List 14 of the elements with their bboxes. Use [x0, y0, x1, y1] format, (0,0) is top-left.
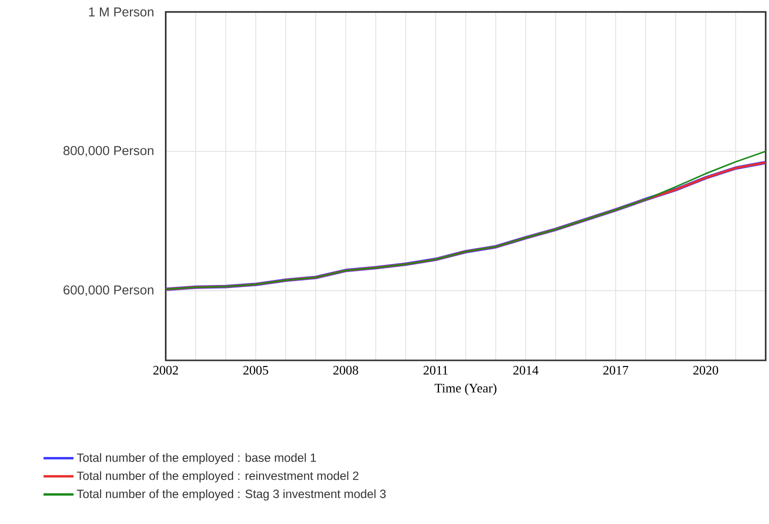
x-axis-title: Time (Year) [434, 383, 496, 396]
legend-label: Total number of the employed : reinvestment model 2 [76, 471, 358, 482]
x-tick-label: 2008 [333, 366, 358, 375]
x-tick-label: 2014 [513, 366, 538, 375]
x-tick-label: 2020 [693, 366, 718, 375]
x-tick-label: 2002 [153, 366, 178, 375]
legend-label: Total number of the employed : base model 1 [76, 453, 316, 464]
y-tick-label: 600,000 Person [64, 285, 154, 296]
x-tick-label: 2011 [424, 366, 448, 375]
y-tick-label: 800,000 Person [63, 146, 154, 157]
x-tick-label: 2005 [243, 366, 268, 375]
y-tick-label: 1 M Person [89, 7, 154, 16]
legend-label: Total number of the employed : Stag 3 investment model 3 [76, 489, 386, 500]
x-tick-label: 2017 [603, 366, 628, 375]
